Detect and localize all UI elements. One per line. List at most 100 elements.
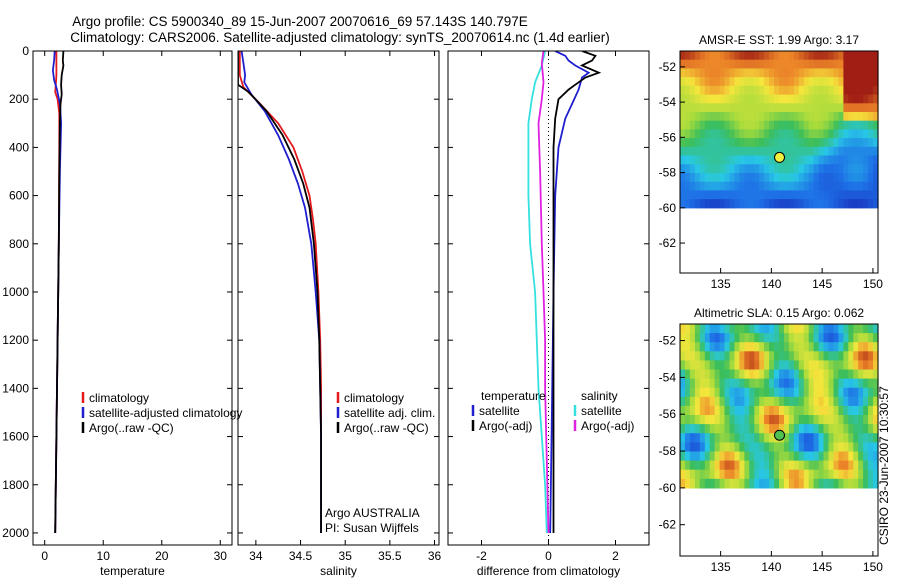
sst-map-cell [823,112,830,122]
sst-map-cell [759,138,765,148]
sla-map-cell [709,424,716,434]
sla-map-ytick-label: -62 [659,518,677,532]
sst-map-cell [808,138,815,148]
sst-map-cell [729,85,736,96]
sla-map-cell [843,415,849,425]
sst-map-cell [868,94,874,104]
sla-map-cell [833,424,840,434]
sst-map-cell [694,164,701,174]
sla-map-cell [784,415,790,425]
sst-map-cell [744,155,750,165]
sla-map-argo-marker [774,429,786,441]
sla-map-cell [823,405,830,416]
sla-map-cell [699,333,706,343]
sst-map-cell [764,190,770,200]
sst-map-cell [863,68,869,78]
sst-map-cell [754,68,760,78]
sla-map-cell [838,387,844,398]
sla-map-cell [724,424,731,434]
sla-map-cell [838,451,844,462]
sla-map-cell [685,333,691,343]
sst-map-cell [868,77,874,87]
sla-map-cell [848,460,854,471]
sst-map-cell [838,103,844,113]
sla-map-cell [803,360,810,371]
sst-map-cell [784,77,790,87]
sst-map-cell [724,120,731,130]
sla-map-cell [818,333,825,343]
temperature-frame [32,50,233,546]
sst-map-cell [680,181,686,191]
sst-map-cell [828,164,835,174]
sst-map-cell [709,112,716,122]
sla-map-cell [793,442,800,453]
sla-map-cell [853,469,859,480]
sla-map-cell [764,324,770,334]
sla-map-cell [709,415,716,425]
sst-map-cell [724,129,731,139]
sla-map-cell [729,405,736,416]
sla-map-cell [823,324,830,334]
sla-map-cell [769,451,775,462]
sla-map-cell [704,478,711,489]
sst-map-cell [734,103,741,113]
sst-map-cell [788,199,795,209]
sst-map-cell [848,146,854,157]
sst-map-cell [709,181,716,191]
sst-map-cell [754,103,760,113]
sla-map-cell [729,415,736,425]
sst-map-cell [734,68,741,78]
sla-map-cell [774,378,780,389]
sst-map-cell [853,85,859,96]
sst-map-cell [848,51,854,61]
sla-map-cell [719,351,726,361]
sst-map-cell [858,164,864,174]
sst-map-cell [853,77,859,87]
salinity-frame [237,50,440,546]
sla-map-cell [858,442,864,453]
sst-map-cell [813,190,820,200]
sla-map-cell [739,405,745,416]
sst-map-cell [813,181,820,191]
sla-map-cell [694,433,701,443]
sst-map-cell [779,85,785,96]
sla-map-cell [853,342,859,352]
sla-map-cell [813,478,820,489]
sst-map-cell [709,103,716,113]
sst-map-cell [719,199,726,209]
sst-map-cell [843,51,849,61]
sla-map-cell [818,424,825,434]
sla-map-cell [729,387,736,398]
sla-map-cell [680,469,686,480]
sla-map-cell [729,396,736,407]
sla-map-cell [749,424,755,434]
sla-map-cell [858,469,864,480]
sla-map-cell [724,415,731,425]
sla-map-cell [823,378,830,389]
sla-map-cell [704,405,711,416]
temperature-legend-0-label: climatology [89,391,149,405]
sla-map-cell [759,405,765,416]
sst-map-cell [769,120,775,130]
sla-map-cell [739,469,745,480]
sla-map-cell [734,433,741,443]
sst-map-cell [749,146,755,157]
sla-map-cell [813,387,820,398]
sst-map-cell [754,94,760,104]
sla-map-cell [843,333,849,343]
salinity-legend-1-label: satellite adj. clim. [344,406,435,420]
sla-map-cell [779,415,785,425]
sst-map-cell [803,112,810,122]
sla-map-cell [833,415,840,425]
sst-map-cell [818,155,825,165]
sst-map-cell [838,155,844,165]
sla-map-xtick-label: 135 [711,560,731,574]
sst-map-cell [709,129,716,139]
sst-map-cell [759,190,765,200]
sst-map-cell [719,190,726,200]
sla-map-cell [769,415,775,425]
sla-map-cell [793,451,800,462]
sst-map-cell [714,164,721,174]
sst-map-cell [764,94,770,104]
sst-map-cell [769,59,775,69]
